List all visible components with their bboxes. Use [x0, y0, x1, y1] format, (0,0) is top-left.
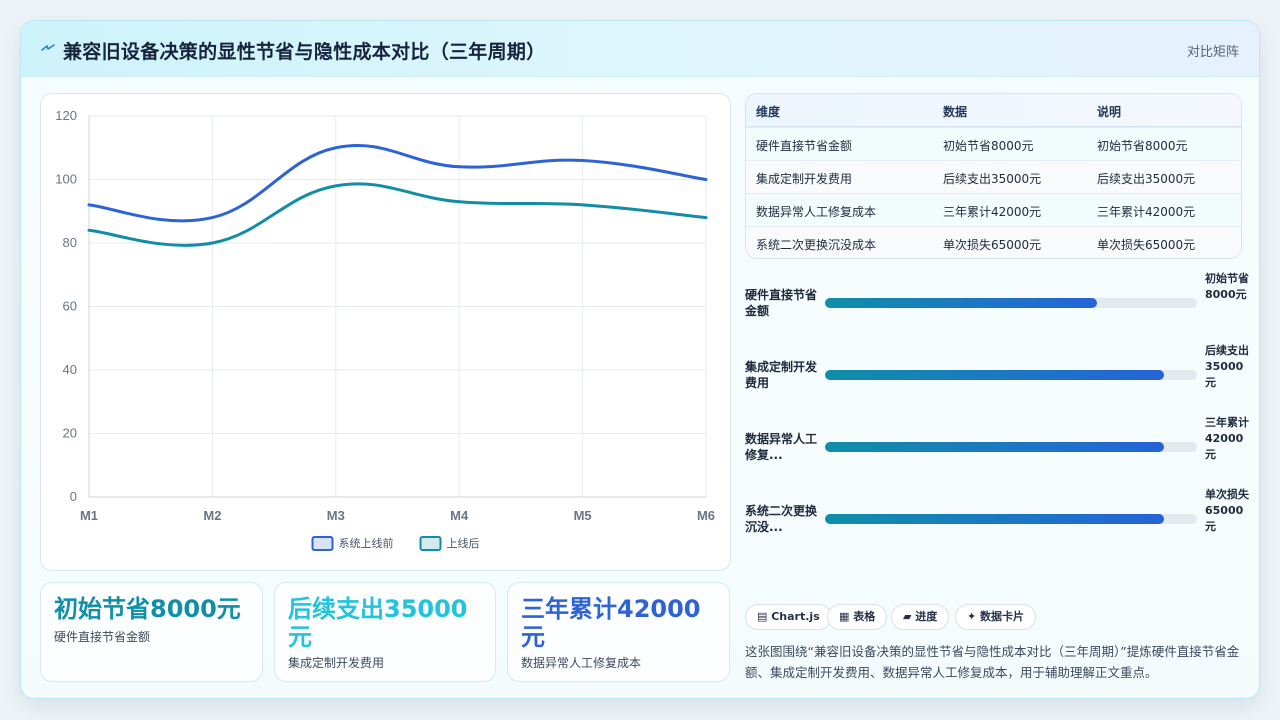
table-cell: 后续支出35000元 — [1097, 172, 1196, 186]
table-header: 维度 — [756, 105, 781, 119]
table-cell: 后续支出35000元 — [943, 172, 1042, 186]
y-tick-label: 100 — [55, 172, 77, 187]
progress-track — [825, 514, 1197, 524]
stat-card-2: 后续支出35000元 集成定制开发费用 — [274, 582, 496, 682]
table-header-row: 维度 数据 说明 — [746, 94, 1241, 127]
line-chart-panel: 0 20 40 60 80 100 120 M1 M2 M3 M4 M5 M6 系统上线前 上线后 — [40, 93, 731, 571]
line-chart: 0 20 40 60 80 100 120 M1 M2 M3 M4 M5 M6 系统上线前 上线后 — [55, 108, 715, 551]
stat-card-1: 初始节省8000元 硬件直接节省金额 — [40, 582, 263, 682]
y-tick-label: 0 — [70, 489, 77, 504]
sparkle-icon: ✦ — [967, 610, 981, 623]
table-row: 系统二次更换沉没成本 单次损失65000元 单次损失65000元 — [746, 226, 1241, 258]
stat-label: 数据异常人工修复成本 — [521, 656, 642, 670]
progress-label: 集成定制开发费用 — [745, 360, 818, 390]
progress-icon: ▰ — [903, 610, 916, 623]
table-header: 数据 — [943, 105, 968, 119]
y-tick-label: 20 — [63, 426, 77, 441]
y-tick-label: 80 — [63, 235, 77, 250]
comparison-table: 维度 数据 说明 硬件直接节省金额 初始节省8000元 初始节省8000元 集成… — [745, 93, 1242, 259]
x-tick-label: M2 — [203, 508, 221, 523]
chip-chartjs[interactable]: ▤ Chart.js — [745, 604, 832, 630]
progress-track — [825, 298, 1197, 308]
chip-label: 进度 — [915, 610, 938, 623]
progress-item: 集成定制开发费用 后续支出35000元 — [745, 343, 1249, 413]
table-cell: 集成定制开发费用 — [756, 172, 853, 186]
legend-swatch — [419, 536, 442, 551]
y-tick-label: 120 — [55, 108, 77, 123]
x-tick-label: M5 — [574, 508, 592, 523]
chip-table[interactable]: ▦ 表格 — [827, 604, 888, 630]
progress-value: 初始节省8000元 — [1205, 272, 1249, 301]
table-cell: 初始节省8000元 — [1097, 139, 1188, 153]
table-row: 数据异常人工修复成本 三年累计42000元 三年累计42000元 — [746, 193, 1241, 226]
stat-value: 后续支出35000元 — [288, 595, 468, 651]
table-cell: 数据异常人工修复成本 — [756, 205, 877, 219]
series-line-1 — [87, 143, 708, 223]
progress-track — [825, 370, 1197, 380]
progress-fill — [825, 442, 1164, 452]
legend-label: 系统上线前 — [339, 536, 394, 550]
table-cell: 三年累计42000元 — [1097, 205, 1196, 219]
series-line-2 — [87, 182, 708, 247]
table-row: 集成定制开发费用 后续支出35000元 后续支出35000元 — [746, 160, 1241, 193]
chart-icon: ▤ — [757, 610, 772, 623]
progress-label: 系统二次更换沉没... — [745, 504, 818, 534]
legend-label: 上线后 — [447, 536, 480, 550]
table-cell: 系统二次更换沉没成本 — [756, 238, 877, 252]
y-tick-label: 40 — [63, 362, 77, 377]
chip-label: 数据卡片 — [980, 610, 1025, 623]
table-row: 硬件直接节省金额 初始节省8000元 初始节省8000元 — [746, 127, 1241, 160]
progress-fill — [825, 298, 1097, 308]
progress-fill — [825, 370, 1164, 380]
stat-label: 硬件直接节省金额 — [54, 630, 151, 644]
stat-card-3: 三年累计42000元 数据异常人工修复成本 — [507, 582, 730, 682]
progress-value: 三年累计42000元 — [1205, 416, 1249, 461]
progress-track — [825, 442, 1197, 452]
progress-item: 数据异常人工修复... 三年累计42000元 — [745, 415, 1249, 485]
x-tick-label: M1 — [80, 508, 98, 523]
x-tick-label: M3 — [327, 508, 345, 523]
main-card: 兼容旧设备决策的显性节省与隐性成本对比（三年周期） 对比矩阵 0 20 40 60 80… — [20, 20, 1260, 699]
progress-item: 硬件直接节省金额 初始节省8000元 — [745, 271, 1249, 341]
stat-value: 三年累计42000元 — [521, 595, 701, 651]
table-header: 说明 — [1097, 105, 1122, 119]
table-cell: 单次损失65000元 — [1097, 238, 1196, 252]
progress-value: 后续支出35000元 — [1205, 344, 1249, 389]
stat-label: 集成定制开发费用 — [288, 656, 385, 670]
progress-item: 系统二次更换沉没... 单次损失65000元 — [745, 487, 1249, 557]
header-bar: 兼容旧设备决策的显性节省与隐性成本对比（三年周期） 对比矩阵 — [21, 21, 1259, 77]
chip-data-card[interactable]: ✦ 数据卡片 — [955, 604, 1037, 630]
table-cell: 初始节省8000元 — [943, 139, 1034, 153]
y-tick-label: 60 — [63, 299, 77, 314]
chip-label: 表格 — [853, 610, 876, 623]
table-icon: ▦ — [839, 610, 854, 623]
progress-label: 硬件直接节省金额 — [745, 288, 818, 318]
stat-value: 初始节省8000元 — [54, 595, 241, 623]
progress-label: 数据异常人工修复... — [745, 432, 818, 462]
chip-label: Chart.js — [771, 610, 820, 623]
progress-value: 单次损失65000元 — [1205, 488, 1249, 533]
page-title: 兼容旧设备决策的显性节省与隐性成本对比（三年周期） — [63, 41, 546, 63]
lightning-icon — [41, 44, 55, 51]
x-tick-label: M6 — [697, 508, 715, 523]
x-tick-label: M4 — [450, 508, 469, 523]
table-cell: 单次损失65000元 — [943, 238, 1042, 252]
chart-description: 这张图围绕“兼容旧设备决策的显性节省与隐性成本对比（三年周期）”提炼硬件直接节省… — [745, 644, 1240, 680]
chip-progress[interactable]: ▰ 进度 — [891, 604, 950, 630]
table-cell: 三年累计42000元 — [943, 205, 1042, 219]
legend-swatch — [311, 536, 334, 551]
progress-fill — [825, 514, 1164, 524]
view-mode-label: 对比矩阵 — [1186, 45, 1239, 60]
table-cell: 硬件直接节省金额 — [756, 139, 853, 153]
